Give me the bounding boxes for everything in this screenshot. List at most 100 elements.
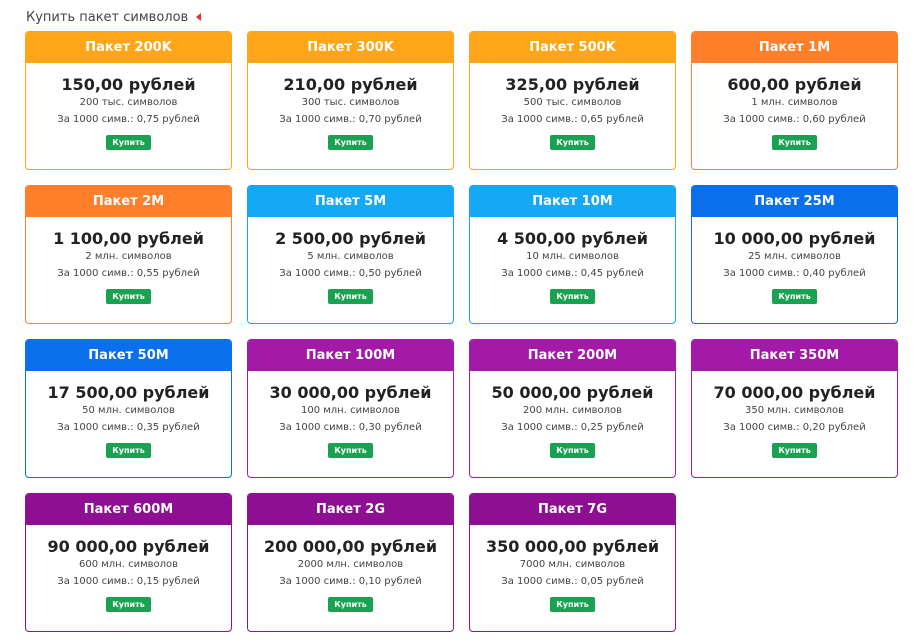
package-name: Пакет 300K: [248, 32, 453, 63]
package-body: 10 000,00 рублей 25 млн. символов За 1000 …: [692, 217, 897, 323]
package-grid: Пакет 200K 150,00 рублей 200 тыс. символов…: [25, 31, 898, 632]
package-card: Пакет 1M 600,00 рублей 1 млн. символов За 1…: [691, 31, 898, 170]
package-per-thousand: За 1000 симв.: 0,15 рублей: [57, 576, 200, 587]
package-per-thousand: За 1000 симв.: 0,20 рублей: [723, 422, 866, 433]
package-price: 150,00 рублей: [61, 75, 196, 94]
package-amount: 25 млн. символов: [748, 251, 841, 262]
buy-button[interactable]: Купить: [550, 443, 595, 458]
buy-button[interactable]: Купить: [550, 289, 595, 304]
package-amount: 300 тыс. символов: [301, 97, 400, 108]
package-amount: 2 млн. символов: [85, 251, 172, 262]
buy-button[interactable]: Купить: [772, 289, 817, 304]
package-amount: 2000 млн. символов: [297, 559, 404, 570]
caret-left-icon[interactable]: [196, 13, 202, 21]
package-name: Пакет 350M: [692, 340, 897, 371]
buy-button[interactable]: Купить: [772, 443, 817, 458]
buy-button[interactable]: Купить: [328, 289, 373, 304]
buy-button[interactable]: Купить: [328, 597, 373, 612]
package-name: Пакет 2M: [26, 186, 231, 217]
package-body: 70 000,00 рублей 350 млн. символов За 1000…: [692, 371, 897, 477]
package-per-thousand: За 1000 симв.: 0,65 рублей: [501, 114, 644, 125]
package-card: Пакет 5M 2 500,00 рублей 5 млн. символов За…: [247, 185, 454, 324]
package-amount: 200 тыс. символов: [79, 97, 178, 108]
package-per-thousand: За 1000 симв.: 0,05 рублей: [501, 576, 644, 587]
package-per-thousand: За 1000 симв.: 0,45 рублей: [501, 268, 644, 279]
package-body: 210,00 рублей 300 тыс. символов За 1000 си…: [248, 63, 453, 169]
package-name: Пакет 1M: [692, 32, 897, 63]
package-card: Пакет 50M 17 500,00 рублей 50 млн. символо…: [25, 339, 232, 478]
package-price: 50 000,00 рублей: [491, 383, 654, 402]
package-card: Пакет 2M 1 100,00 рублей 2 млн. символов За…: [25, 185, 232, 324]
package-price: 2 500,00 рублей: [275, 229, 426, 248]
package-amount: 7000 млн. символов: [519, 559, 626, 570]
package-body: 2 500,00 рублей 5 млн. символов За 1000 си…: [248, 217, 453, 323]
package-body: 1 100,00 рублей 2 млн. символов За 1000 си…: [26, 217, 231, 323]
package-card: Пакет 7G 350 000,00 рублей 7000 млн. симво…: [469, 493, 676, 632]
package-card: Пакет 200K 150,00 рублей 200 тыс. символов…: [25, 31, 232, 170]
package-body: 325,00 рублей 500 тыс. символов За 1000 си…: [470, 63, 675, 169]
package-name: Пакет 5M: [248, 186, 453, 217]
package-name: Пакет 7G: [470, 494, 675, 525]
package-card: Пакет 2G 200 000,00 рублей 2000 млн. симво…: [247, 493, 454, 632]
package-per-thousand: За 1000 симв.: 0,40 рублей: [723, 268, 866, 279]
package-body: 30 000,00 рублей 100 млн. символов За 1000…: [248, 371, 453, 477]
package-price: 10 000,00 рублей: [713, 229, 876, 248]
package-amount: 600 млн. символов: [78, 559, 179, 570]
package-name: Пакет 600M: [26, 494, 231, 525]
package-per-thousand: За 1000 симв.: 0,30 рублей: [279, 422, 422, 433]
package-body: 4 500,00 рублей 10 млн. символов За 1000 с…: [470, 217, 675, 323]
package-amount: 200 млн. символов: [522, 405, 623, 416]
package-body: 350 000,00 рублей 7000 млн. символов За 10…: [470, 525, 675, 631]
package-price: 600,00 рублей: [727, 75, 862, 94]
package-price: 1 100,00 рублей: [53, 229, 204, 248]
package-card: Пакет 25M 10 000,00 рублей 25 млн. символо…: [691, 185, 898, 324]
package-price: 210,00 рублей: [283, 75, 418, 94]
package-body: 90 000,00 рублей 600 млн. символов За 1000…: [26, 525, 231, 631]
package-amount: 10 млн. символов: [526, 251, 619, 262]
package-price: 325,00 рублей: [505, 75, 640, 94]
package-per-thousand: За 1000 симв.: 0,35 рублей: [57, 422, 200, 433]
package-body: 200 000,00 рублей 2000 млн. символов За 10…: [248, 525, 453, 631]
package-amount: 100 млн. символов: [300, 405, 401, 416]
buy-button[interactable]: Купить: [328, 443, 373, 458]
package-name: Пакет 500K: [470, 32, 675, 63]
package-price: 90 000,00 рублей: [47, 537, 210, 556]
package-body: 150,00 рублей 200 тыс. символов За 1000 си…: [26, 63, 231, 169]
package-card: Пакет 100M 30 000,00 рублей 100 млн. симво…: [247, 339, 454, 478]
package-body: 17 500,00 рублей 50 млн. символов За 1000 …: [26, 371, 231, 477]
package-card: Пакет 200M 50 000,00 рублей 200 млн. симво…: [469, 339, 676, 478]
buy-button[interactable]: Купить: [772, 135, 817, 150]
page-header: Купить пакет символов: [26, 8, 202, 26]
package-per-thousand: За 1000 симв.: 0,25 рублей: [501, 422, 644, 433]
package-price: 200 000,00 рублей: [263, 537, 438, 556]
package-name: Пакет 25M: [692, 186, 897, 217]
buy-button[interactable]: Купить: [550, 597, 595, 612]
package-amount: 1 млн. символов: [751, 97, 838, 108]
buy-button[interactable]: Купить: [328, 135, 373, 150]
package-name: Пакет 2G: [248, 494, 453, 525]
package-card: Пакет 500K 325,00 рублей 500 тыс. символов…: [469, 31, 676, 170]
buy-button[interactable]: Купить: [550, 135, 595, 150]
package-amount: 5 млн. символов: [307, 251, 394, 262]
package-price: 30 000,00 рублей: [269, 383, 432, 402]
package-amount: 50 млн. символов: [82, 405, 175, 416]
package-price: 70 000,00 рублей: [713, 383, 876, 402]
package-price: 17 500,00 рублей: [47, 383, 210, 402]
page-title: Купить пакет символов: [26, 9, 189, 25]
package-card: Пакет 350M 70 000,00 рублей 350 млн. симво…: [691, 339, 898, 478]
package-name: Пакет 200M: [470, 340, 675, 371]
package-price: 4 500,00 рублей: [497, 229, 648, 248]
buy-button[interactable]: Купить: [106, 135, 151, 150]
package-name: Пакет 200K: [26, 32, 231, 63]
package-body: 600,00 рублей 1 млн. символов За 1000 симв…: [692, 63, 897, 169]
package-per-thousand: За 1000 симв.: 0,55 рублей: [57, 268, 200, 279]
package-per-thousand: За 1000 симв.: 0,75 рублей: [57, 114, 200, 125]
package-per-thousand: За 1000 симв.: 0,60 рублей: [723, 114, 866, 125]
buy-button[interactable]: Купить: [106, 443, 151, 458]
buy-button[interactable]: Купить: [106, 289, 151, 304]
package-amount: 350 млн. символов: [744, 405, 845, 416]
package-amount: 500 тыс. символов: [523, 97, 622, 108]
package-card: Пакет 10M 4 500,00 рублей 10 млн. символов…: [469, 185, 676, 324]
buy-button[interactable]: Купить: [106, 597, 151, 612]
package-per-thousand: За 1000 симв.: 0,10 рублей: [279, 576, 422, 587]
